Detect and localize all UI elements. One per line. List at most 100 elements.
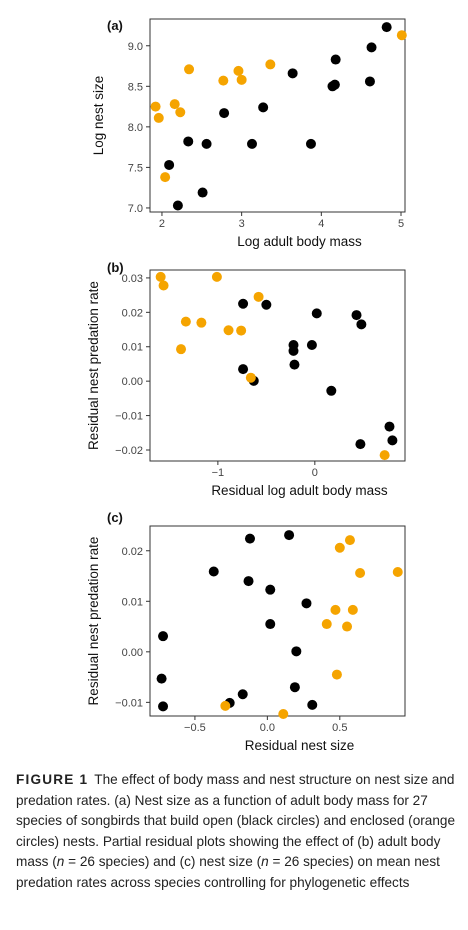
panel-b-point-enclosed	[223, 325, 234, 336]
panel-b-point-open	[351, 310, 362, 321]
panel-a-point-open	[183, 136, 194, 147]
panel-a-point-open	[381, 22, 392, 33]
panel-a-point-open	[201, 138, 212, 149]
panel-a-point-enclosed	[236, 74, 247, 85]
panel-c-plot-frame	[149, 525, 406, 717]
panel-b-x-tick-label: 0	[312, 467, 318, 479]
panel-c-point-open	[158, 701, 169, 712]
figure-label: FIGURE 1	[16, 772, 89, 787]
panel-b-point-enclosed	[180, 316, 191, 327]
panel-a-point-open	[287, 68, 298, 79]
panel-b-point-open	[326, 385, 337, 396]
panel-b-point-open	[311, 308, 322, 319]
caption-text-part2: = 26 species) and (c) nest size (	[64, 854, 262, 869]
panel-a-point-open	[329, 79, 340, 90]
panel-b-point-open	[238, 364, 249, 375]
panel-c-x-tick-label: 0.0	[260, 722, 275, 734]
panel-b-point-enclosed	[211, 271, 222, 282]
panel-c-point-open	[284, 530, 295, 541]
panel-b-point-enclosed	[245, 372, 256, 383]
panel-b-y-tick-label: 0.01	[122, 342, 143, 354]
panel-b-point-open	[384, 421, 395, 432]
caption-n-symbol-2: n	[261, 854, 269, 869]
panel-a-point-enclosed	[233, 65, 244, 76]
panel-a-point-open	[305, 138, 316, 149]
panel-b-y-tick-label: 0.03	[122, 273, 143, 285]
panel-c-label: (c)	[107, 510, 123, 525]
panel-c-y-tick-label: 0.01	[122, 596, 143, 608]
panel-a-point-enclosed	[175, 107, 186, 118]
panel-a-y-tick-label: 7.0	[128, 203, 143, 215]
panel-c-point-open	[301, 598, 312, 609]
panel-b-y-tick-label: −0.01	[115, 411, 143, 423]
figure-caption: FIGURE 1 The effect of body mass and nest…	[16, 770, 460, 893]
panel-c-point-enclosed	[342, 621, 353, 632]
panel-b-x-tick-label: −1	[212, 467, 225, 479]
panel-b-point-enclosed	[155, 271, 166, 282]
panel-c-point-enclosed	[331, 669, 342, 680]
panel-c-point-open	[237, 689, 248, 700]
panel-a-point-enclosed	[169, 99, 180, 110]
panel-b-x-axis-title: Residual log adult body mass	[211, 483, 388, 498]
panel-b-label: (b)	[107, 260, 124, 275]
panel-c-y-axis-title: Residual nest predation rate	[86, 537, 101, 706]
panel-c-point-enclosed	[321, 619, 332, 630]
panel-c-point-open	[289, 682, 300, 693]
panel-b-point-enclosed	[158, 280, 169, 291]
panel-b-point-enclosed	[253, 291, 264, 302]
panel-a-x-axis-title: Log adult body mass	[237, 234, 362, 249]
panel-a-point-open	[197, 187, 208, 198]
panel-c-point-enclosed	[334, 542, 345, 553]
panel-a-plot-frame	[149, 18, 406, 213]
panel-b-y-tick-label: −0.02	[115, 445, 143, 457]
panel-a-x-tick-label: 5	[398, 218, 404, 230]
panel-b-y-axis-title: Residual nest predation rate	[86, 281, 101, 450]
panel-b-y-tick-label: 0.00	[122, 376, 143, 388]
panel-c-y-tick-label: 0.00	[122, 647, 143, 659]
panel-a-point-enclosed	[160, 172, 171, 183]
panel-c-point-open	[244, 533, 255, 544]
panel-c-x-tick-label: −0.5	[184, 722, 206, 734]
panel-b-point-open	[356, 319, 367, 330]
panel-c-point-open	[265, 619, 276, 630]
panel-c-x-tick-label: 0.5	[332, 722, 347, 734]
panel-a-point-open	[366, 42, 377, 53]
panel-b-point-enclosed	[176, 344, 187, 355]
panel-a-point-open	[258, 102, 269, 113]
panel-b-point-open	[261, 299, 272, 310]
panel-c-point-open	[291, 646, 302, 657]
panel-c-point-open	[208, 566, 219, 577]
panel-b-point-enclosed	[379, 450, 390, 461]
panel-a-point-open	[172, 200, 183, 211]
panel-b-point-open	[289, 359, 300, 370]
panel-a-x-tick-label: 3	[239, 218, 245, 230]
panel-b-plot-frame	[149, 269, 406, 462]
caption-text-part3: = 26 species) on mean nest predation rat…	[16, 854, 440, 890]
panel-c-point-open	[158, 631, 169, 642]
panel-a-point-enclosed	[218, 75, 229, 86]
panel-c-point-open	[243, 576, 254, 587]
panel-c-x-axis-title: Residual nest size	[245, 738, 355, 753]
panel-a-point-enclosed	[396, 30, 407, 41]
panel-b-point-open	[355, 439, 366, 450]
panel-c-point-enclosed	[355, 567, 366, 578]
panel-a-y-tick-label: 8.5	[128, 81, 143, 93]
panel-a-point-enclosed	[153, 112, 164, 123]
figure: (a) 2 3 4 5 7.0 7.5 8.0 8.5 9.0 Log adult body mas…	[86, 18, 407, 753]
panel-c-point-enclosed	[392, 566, 403, 577]
panel-a-point-open	[219, 108, 230, 119]
panel-b-point-enclosed	[196, 317, 207, 328]
panel-c-point-enclosed	[278, 708, 289, 719]
panel-a-point-enclosed	[265, 59, 276, 70]
caption-n-symbol-1: n	[56, 854, 65, 869]
panel-a-label: (a)	[107, 18, 123, 33]
panel-c-y-tick-label: 0.02	[122, 546, 143, 558]
panel-a-y-tick-label: 8.0	[128, 122, 143, 134]
panel-c-point-open	[265, 584, 276, 595]
panel-c-y-tick-label: −0.01	[115, 697, 143, 709]
panel-c-point-enclosed	[220, 700, 231, 711]
panel-a-y-tick-label: 7.5	[128, 162, 143, 174]
caption-text-part1: The effect of body mass and nest structu…	[16, 772, 456, 869]
panel-c-point-enclosed	[330, 604, 341, 615]
panel-c-point-open	[156, 673, 167, 684]
